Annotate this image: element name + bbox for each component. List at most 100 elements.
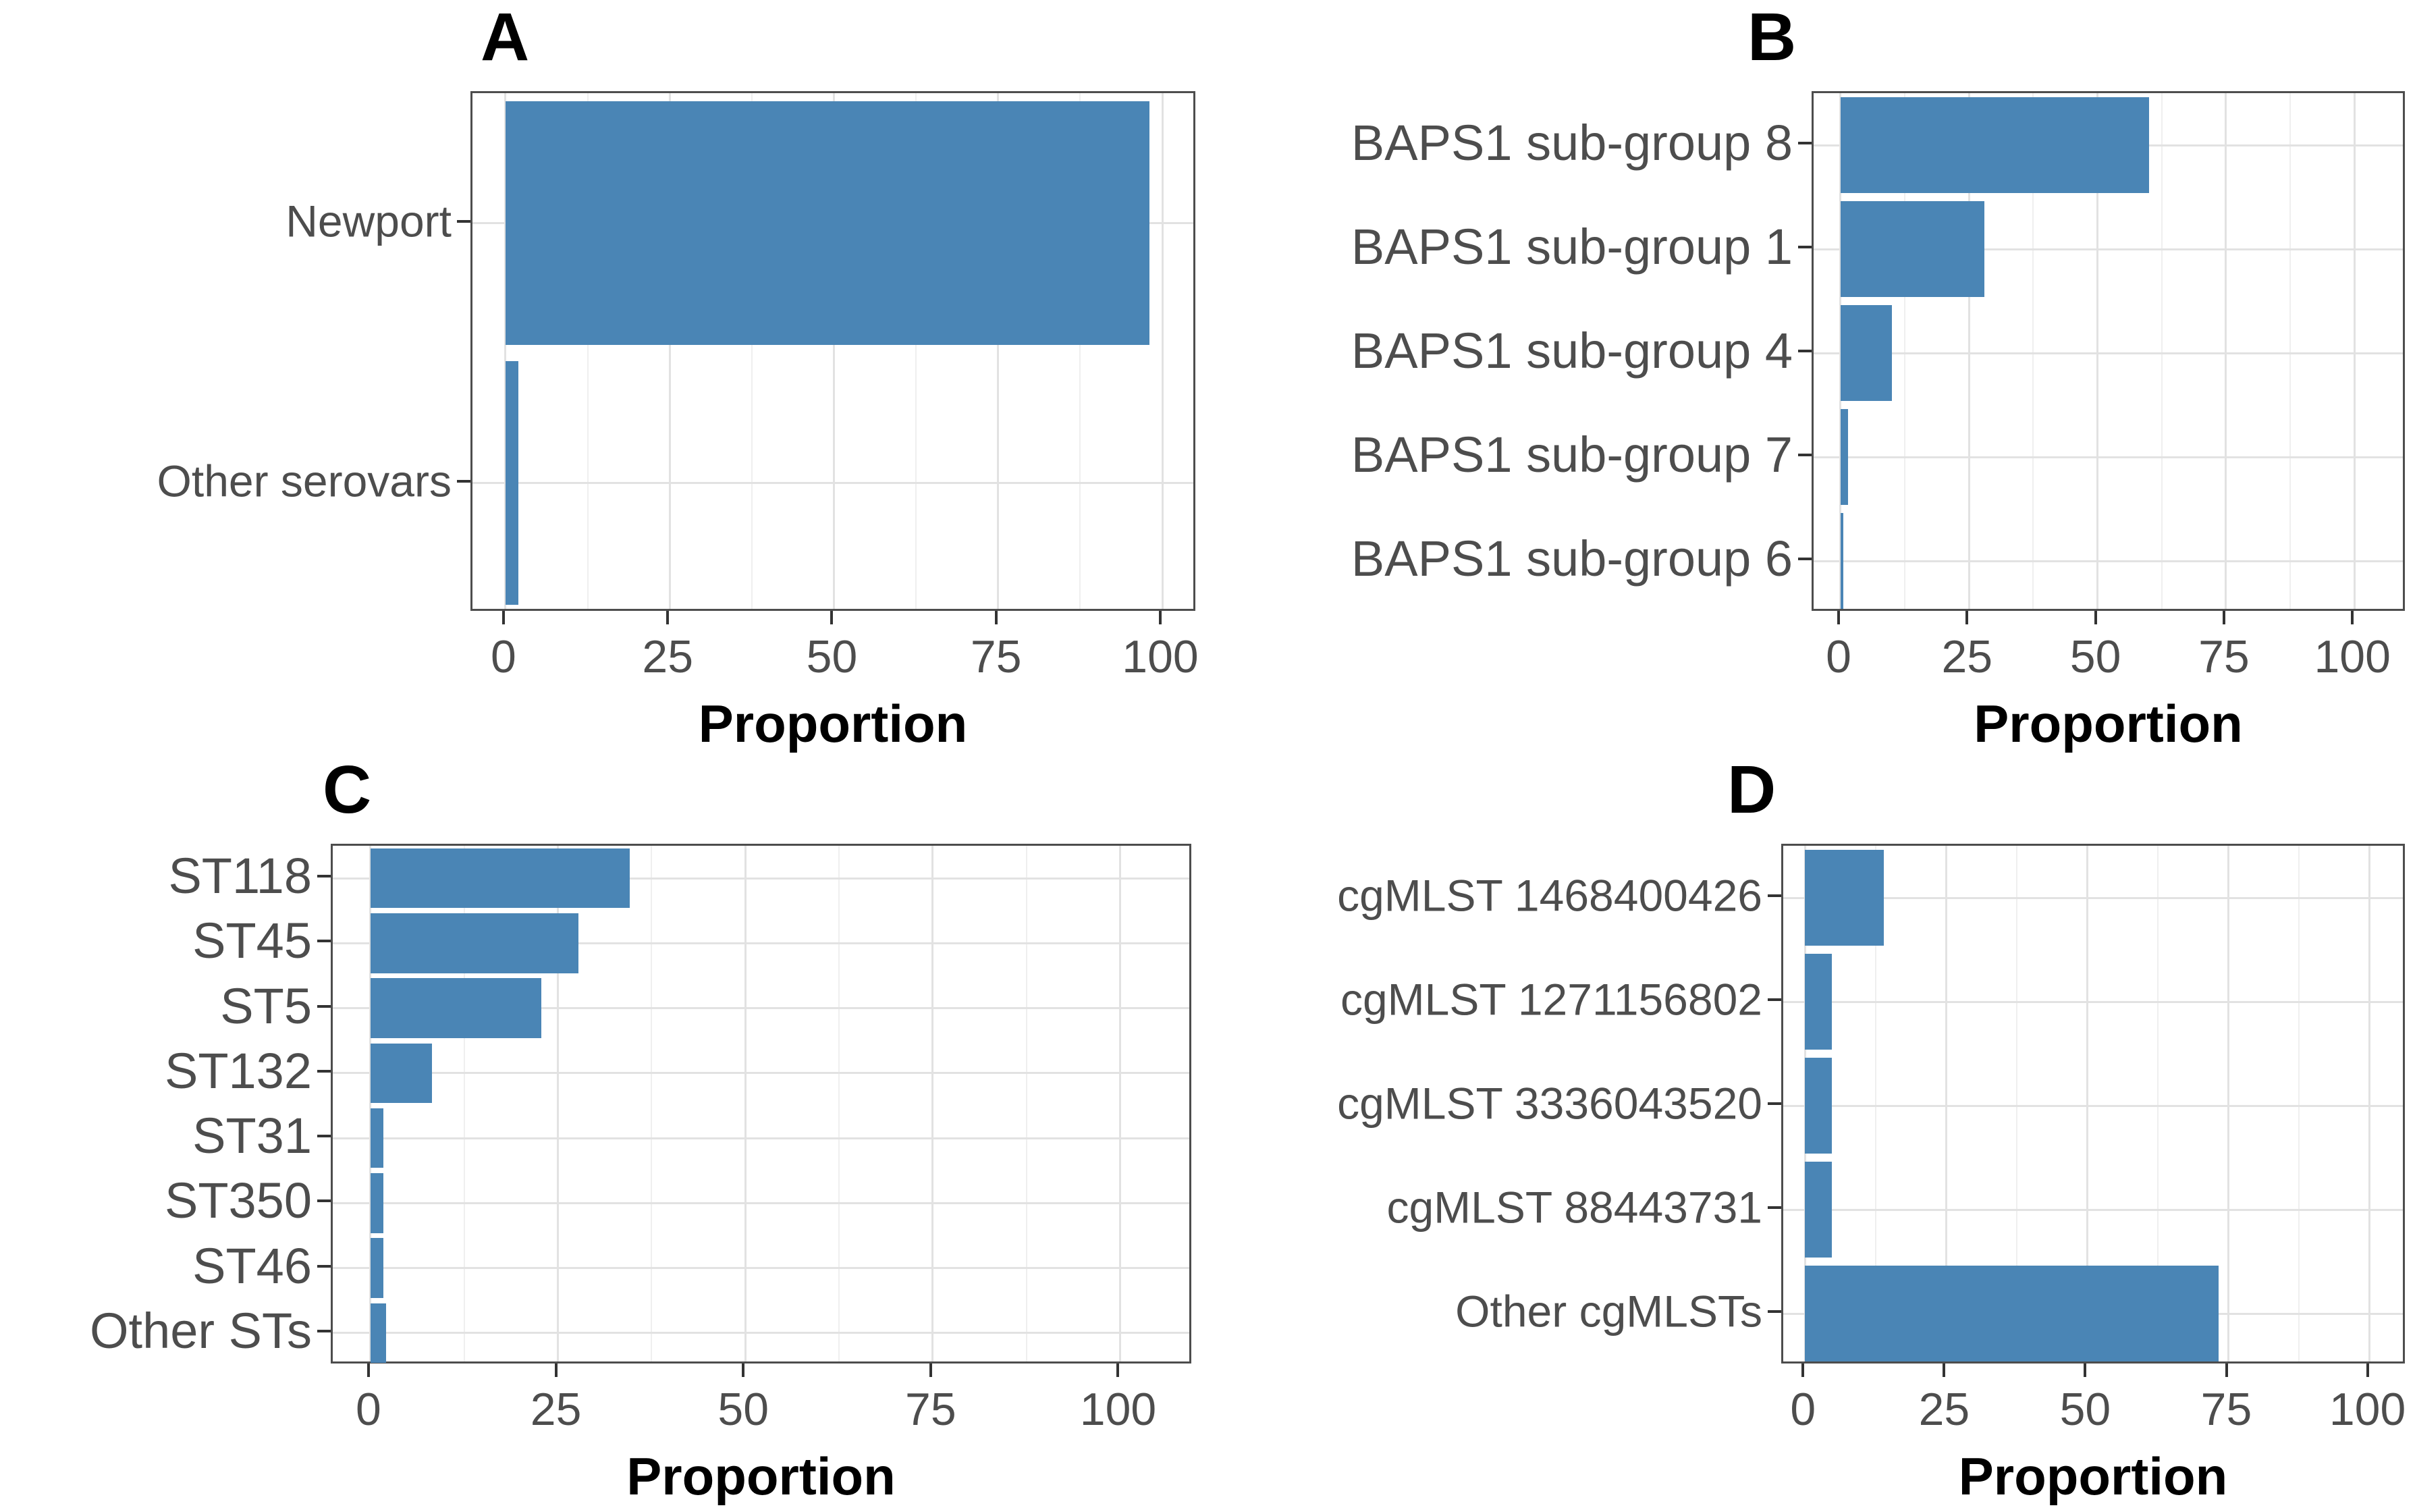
x-tick-label: 50 bbox=[717, 1384, 769, 1435]
bar-st31 bbox=[370, 1108, 383, 1168]
x-axis-title-c: Proportion bbox=[626, 1447, 896, 1506]
bar-cgmlst-1468400426 bbox=[1805, 849, 1884, 946]
x-tick-label: 0 bbox=[1790, 1384, 1816, 1435]
x-gridline-major bbox=[931, 846, 934, 1361]
y-gridline-major bbox=[333, 1137, 1189, 1139]
y-gridline-major bbox=[333, 1267, 1189, 1270]
y-tick-mark bbox=[317, 875, 331, 878]
y-tick-mark bbox=[1768, 998, 1781, 1001]
plot-area-c bbox=[331, 844, 1191, 1364]
y-tick-label: ST5 bbox=[220, 977, 312, 1034]
y-tick-mark bbox=[1798, 142, 1812, 144]
x-tick-label: 25 bbox=[530, 1384, 582, 1435]
x-tick-mark bbox=[1943, 1364, 1946, 1377]
y-tick-label: ST46 bbox=[192, 1237, 312, 1294]
bar-cgmlst-3336043520 bbox=[1805, 1057, 1832, 1154]
x-gridline-major bbox=[1968, 93, 1970, 609]
y-gridline-major bbox=[333, 942, 1189, 944]
y-gridline-major bbox=[333, 877, 1189, 880]
y-gridline-major bbox=[1814, 560, 2403, 562]
y-tick-mark bbox=[1768, 1102, 1781, 1105]
panel-letter-b: B bbox=[1747, 0, 1797, 75]
bar-baps1-sub-group-8 bbox=[1840, 97, 2149, 194]
bar-baps1-sub-group-7 bbox=[1840, 408, 1849, 506]
x-gridline-minor bbox=[2032, 93, 2034, 609]
x-tick-label: 75 bbox=[2200, 1384, 2252, 1435]
x-tick-label: 50 bbox=[2059, 1384, 2111, 1435]
x-tick-label: 25 bbox=[642, 631, 694, 682]
y-tick-label: Other serovars bbox=[157, 455, 452, 506]
y-tick-label: ST132 bbox=[164, 1043, 312, 1100]
y-gridline-major bbox=[1783, 1104, 2403, 1107]
x-gridline-major bbox=[1118, 846, 1121, 1361]
x-gridline-major bbox=[1161, 93, 1164, 609]
y-tick-label: BAPS1 sub-group 6 bbox=[1351, 531, 1793, 587]
y-tick-mark bbox=[1768, 894, 1781, 897]
x-tick-label: 100 bbox=[1122, 631, 1199, 682]
x-axis-title-a: Proportion bbox=[698, 694, 968, 753]
x-axis-title-b: Proportion bbox=[1974, 694, 2243, 753]
x-tick-mark bbox=[830, 611, 834, 624]
y-tick-mark bbox=[317, 1069, 331, 1073]
y-gridline-major bbox=[1783, 896, 2403, 899]
y-gridline-major bbox=[1814, 352, 2403, 354]
x-tick-label: 0 bbox=[356, 1384, 381, 1435]
x-gridline-major bbox=[1945, 846, 1947, 1361]
bar-st350 bbox=[370, 1173, 383, 1233]
x-tick-label: 25 bbox=[1941, 631, 1993, 682]
bar-st46 bbox=[370, 1238, 383, 1298]
bar-other-cgmlsts bbox=[1805, 1265, 2219, 1362]
y-tick-mark bbox=[1768, 1206, 1781, 1209]
x-tick-mark bbox=[1965, 611, 1969, 624]
x-gridline-minor bbox=[2161, 93, 2163, 609]
bar-baps1-sub-group-6 bbox=[1840, 512, 1843, 610]
y-tick-mark bbox=[457, 479, 470, 483]
x-gridline-major bbox=[744, 846, 747, 1361]
x-tick-mark bbox=[666, 611, 670, 624]
x-tick-mark bbox=[2084, 1364, 2087, 1377]
y-tick-label: BAPS1 sub-group 8 bbox=[1351, 115, 1793, 171]
y-gridline-major bbox=[333, 1202, 1189, 1204]
x-gridline-minor bbox=[838, 846, 840, 1361]
y-gridline-major bbox=[1783, 1000, 2403, 1003]
x-tick-label: 100 bbox=[2314, 631, 2391, 682]
y-tick-label: BAPS1 sub-group 7 bbox=[1351, 427, 1793, 483]
y-tick-label: Other STs bbox=[90, 1303, 312, 1359]
x-tick-label: 75 bbox=[905, 1384, 956, 1435]
x-gridline-major bbox=[668, 93, 671, 609]
plot-area-b bbox=[1812, 91, 2405, 611]
x-tick-mark bbox=[367, 1364, 370, 1377]
x-gridline-minor bbox=[915, 93, 917, 609]
y-tick-mark bbox=[1798, 246, 1812, 248]
y-tick-mark bbox=[317, 1135, 331, 1138]
x-tick-mark bbox=[2366, 1364, 2369, 1377]
x-tick-mark bbox=[501, 611, 505, 624]
x-gridline-minor bbox=[1079, 93, 1081, 609]
x-tick-mark bbox=[554, 1364, 558, 1377]
x-tick-label: 0 bbox=[491, 631, 516, 682]
bar-cgmlst-1271156802 bbox=[1805, 953, 1832, 1050]
y-gridline-major bbox=[333, 1332, 1189, 1334]
x-gridline-major bbox=[2225, 93, 2227, 609]
x-tick-mark bbox=[1837, 611, 1840, 624]
y-tick-mark bbox=[1798, 454, 1812, 456]
x-tick-mark bbox=[2225, 1364, 2228, 1377]
y-tick-mark bbox=[317, 1264, 331, 1268]
y-tick-label: cgMLST 88443731 bbox=[1386, 1182, 1762, 1233]
x-gridline-minor bbox=[1025, 846, 1027, 1361]
x-tick-label: 100 bbox=[1079, 1384, 1157, 1435]
x-tick-mark bbox=[742, 1364, 745, 1377]
x-gridline-minor bbox=[1874, 846, 1876, 1361]
bar-baps1-sub-group-4 bbox=[1840, 304, 1893, 402]
y-tick-label: ST350 bbox=[164, 1172, 312, 1229]
panel-letter-c: C bbox=[323, 752, 372, 828]
bar-cgmlst-88443731 bbox=[1805, 1161, 1832, 1258]
plot-area-d bbox=[1781, 844, 2405, 1364]
bar-st45 bbox=[370, 913, 578, 973]
x-tick-mark bbox=[1159, 611, 1162, 624]
x-gridline-major bbox=[557, 846, 560, 1361]
bar-other-serovars bbox=[505, 360, 519, 605]
y-gridline-major bbox=[333, 1007, 1189, 1010]
y-tick-label: Other cgMLSTs bbox=[1455, 1286, 1762, 1336]
y-gridline-major bbox=[1814, 456, 2403, 458]
